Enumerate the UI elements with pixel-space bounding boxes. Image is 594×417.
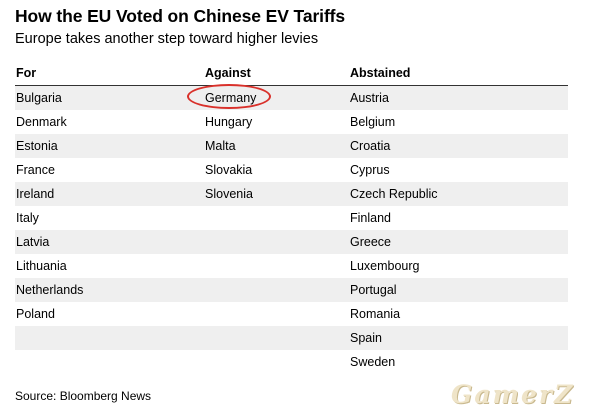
vote-table: For Against Abstained Bulgaria Germany A… xyxy=(15,62,568,374)
abstained-cell: Austria xyxy=(350,91,389,105)
for-cell: France xyxy=(16,163,55,177)
for-cell: Lithuania xyxy=(16,259,67,273)
page-title: How the EU Voted on Chinese EV Tariffs xyxy=(15,6,346,26)
table-header-row: For Against Abstained xyxy=(15,62,568,86)
abstained-cell: Cyprus xyxy=(350,163,390,177)
table-row: Estonia Malta Croatia xyxy=(15,134,568,158)
against-cell-highlighted: Germany xyxy=(205,91,257,105)
for-cell: Ireland xyxy=(16,187,55,201)
abstained-cell: Greece xyxy=(350,235,391,249)
against-cell: Hungary xyxy=(205,115,253,129)
abstained-cell: Spain xyxy=(350,331,382,345)
table-row: Denmark Hungary Belgium xyxy=(15,110,568,134)
watermark-logo: GamerZ xyxy=(451,380,575,409)
table-row: Poland Romania xyxy=(15,302,568,326)
column-header-abstained: Abstained xyxy=(350,66,411,80)
for-cell: Italy xyxy=(16,211,39,225)
for-cell: Netherlands xyxy=(16,283,84,297)
table-row: Netherlands Portugal xyxy=(15,278,568,302)
highlight-circle-germany xyxy=(187,84,271,109)
abstained-cell: Finland xyxy=(350,211,391,225)
table-row: Italy Finland xyxy=(15,206,568,230)
column-header-for: For xyxy=(16,66,37,80)
page-subtitle: Europe takes another step toward higher … xyxy=(15,31,319,47)
source-note: Source: Bloomberg News xyxy=(15,389,152,403)
for-cell: Poland xyxy=(16,307,55,321)
abstained-cell: Portugal xyxy=(350,283,397,297)
column-header-against: Against xyxy=(205,66,251,80)
abstained-cell: Croatia xyxy=(350,139,391,153)
for-cell: Latvia xyxy=(16,235,50,249)
table-row: Sweden xyxy=(15,350,568,374)
for-cell: Bulgaria xyxy=(16,91,62,105)
abstained-cell: Sweden xyxy=(350,355,396,369)
against-cell: Slovakia xyxy=(205,163,253,177)
table-row: Bulgaria Germany Austria xyxy=(15,84,568,110)
abstained-cell: Luxembourg xyxy=(350,259,420,273)
for-cell: Denmark xyxy=(16,115,67,129)
table-row: Spain xyxy=(15,326,568,350)
table-row: Lithuania Luxembourg xyxy=(15,254,568,278)
table-row: Latvia Greece xyxy=(15,230,568,254)
abstained-cell: Belgium xyxy=(350,115,396,129)
abstained-cell: Czech Republic xyxy=(350,187,438,201)
abstained-cell: Romania xyxy=(350,307,401,321)
table-row: Ireland Slovenia Czech Republic xyxy=(15,182,568,206)
table-row: France Slovakia Cyprus xyxy=(15,158,568,182)
for-cell: Estonia xyxy=(16,139,58,153)
against-cell: Malta xyxy=(205,139,236,153)
against-cell: Slovenia xyxy=(205,187,253,201)
